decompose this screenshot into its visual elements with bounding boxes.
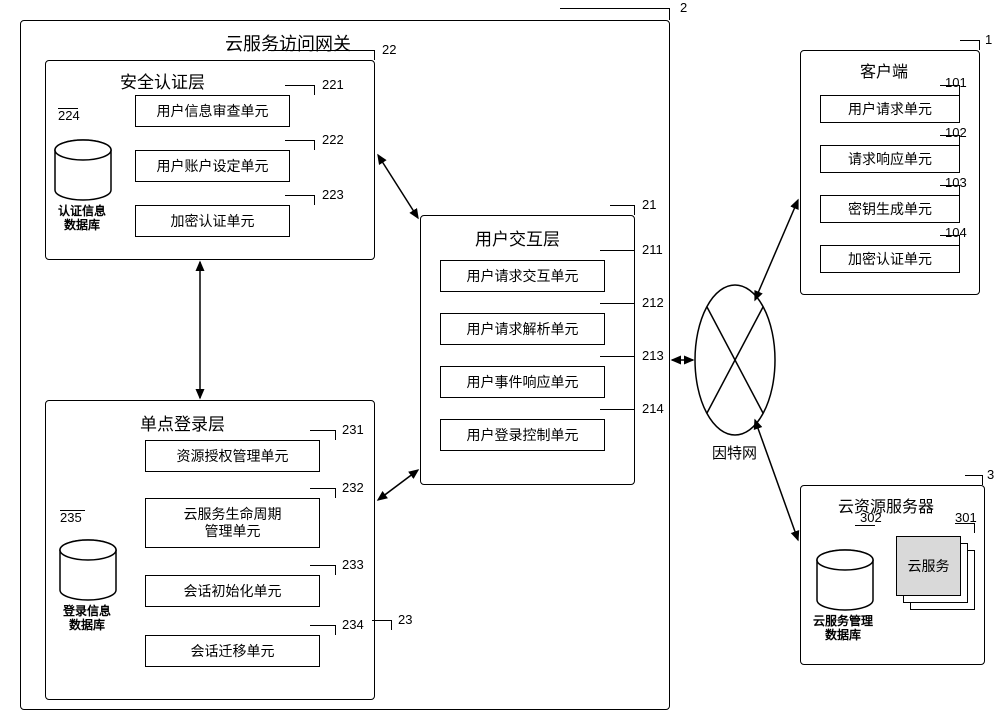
sso-layer-title: 单点登录层 — [140, 410, 225, 435]
num-232: 232 — [342, 480, 364, 495]
num-22: 22 — [382, 42, 396, 57]
unit-223-label: 加密认证单元 — [171, 213, 255, 230]
unit-222: 用户账户设定单元 — [135, 150, 290, 182]
num-23: 23 — [398, 612, 412, 627]
num-301: 301 — [955, 510, 977, 525]
db-302-l2: 数据库 — [825, 628, 861, 642]
db-302-label: 云服务管理 数据库 — [813, 615, 873, 643]
leader-221 — [285, 85, 315, 95]
db-224-l2: 数据库 — [64, 218, 100, 232]
num-214: 214 — [642, 401, 664, 416]
unit-103: 密钥生成单元 — [820, 195, 960, 223]
interaction-layer-title: 用户交互层 — [475, 225, 560, 250]
leader-21 — [610, 205, 635, 215]
unit-212-label: 用户请求解析单元 — [467, 321, 579, 338]
num-101: 101 — [945, 75, 967, 90]
unit-232: 云服务生命周期 管理单元 — [145, 498, 320, 548]
leader-2 — [560, 8, 670, 20]
db-224-label: 认证信息 数据库 — [58, 205, 106, 233]
leader-213 — [600, 356, 635, 366]
num-2: 2 — [680, 0, 687, 15]
num-21: 21 — [642, 197, 656, 212]
unit-214-label: 用户登录控制单元 — [467, 427, 579, 444]
num-1: 1 — [985, 32, 992, 47]
leader-3 — [965, 475, 983, 485]
unit-103-label: 密钥生成单元 — [848, 201, 932, 218]
unit-234: 会话迁移单元 — [145, 635, 320, 667]
unit-211: 用户请求交互单元 — [440, 260, 605, 292]
num-234: 234 — [342, 617, 364, 632]
num-233: 233 — [342, 557, 364, 572]
unit-211-label: 用户请求交互单元 — [467, 268, 579, 285]
leader-302 — [855, 525, 875, 526]
unit-213-label: 用户事件响应单元 — [467, 374, 579, 391]
leader-23 — [372, 620, 392, 630]
num-223: 223 — [322, 187, 344, 202]
leader-211 — [600, 250, 635, 260]
num-211: 211 — [642, 242, 663, 257]
num-302: 302 — [860, 510, 882, 525]
leader-232 — [310, 488, 336, 498]
unit-232-l1: 云服务生命周期 — [184, 506, 282, 522]
num-235: 235 — [60, 510, 82, 525]
db-235-l2: 数据库 — [69, 618, 105, 632]
server-title: 云资源服务器 — [838, 493, 934, 517]
leader-212 — [600, 303, 635, 313]
leader-234 — [310, 625, 336, 635]
db-235-label: 登录信息 数据库 — [63, 605, 111, 633]
leader-22 — [268, 50, 375, 60]
num-222: 222 — [322, 132, 344, 147]
unit-104-label: 加密认证单元 — [848, 251, 932, 268]
num-213: 213 — [642, 348, 664, 363]
service-stack-1: 云服务 — [896, 536, 961, 596]
num-103: 103 — [945, 175, 967, 190]
unit-232-l2: 管理单元 — [205, 523, 261, 539]
unit-102-label: 请求响应单元 — [848, 151, 932, 168]
num-102: 102 — [945, 125, 967, 140]
unit-101-label: 用户请求单元 — [848, 101, 932, 118]
leader-223 — [285, 195, 315, 205]
db-302-l1: 云服务管理 — [813, 614, 873, 628]
unit-234-label: 会话迁移单元 — [191, 643, 275, 660]
num-104: 104 — [945, 225, 967, 240]
client-title: 客户端 — [860, 58, 908, 82]
unit-102: 请求响应单元 — [820, 145, 960, 173]
unit-101: 用户请求单元 — [820, 95, 960, 123]
db-235-l1: 登录信息 — [63, 604, 111, 618]
num-231: 231 — [342, 422, 364, 437]
num-224: 224 — [58, 108, 80, 123]
security-layer-title: 安全认证层 — [120, 68, 205, 93]
leader-214 — [600, 409, 635, 419]
unit-231: 资源授权管理单元 — [145, 440, 320, 472]
unit-233-label: 会话初始化单元 — [184, 583, 282, 600]
service-label: 云服务 — [908, 558, 950, 575]
leader-233 — [310, 565, 336, 575]
leader-1 — [960, 40, 980, 50]
internet-label: 因特网 — [712, 442, 757, 463]
leader-231 — [310, 430, 336, 440]
num-3: 3 — [987, 467, 994, 482]
unit-233: 会话初始化单元 — [145, 575, 320, 607]
unit-213: 用户事件响应单元 — [440, 366, 605, 398]
unit-214: 用户登录控制单元 — [440, 419, 605, 451]
unit-104: 加密认证单元 — [820, 245, 960, 273]
unit-222-label: 用户账户设定单元 — [157, 158, 269, 175]
db-224-l1: 认证信息 — [58, 204, 106, 218]
num-212: 212 — [642, 295, 664, 310]
unit-212: 用户请求解析单元 — [440, 313, 605, 345]
unit-223: 加密认证单元 — [135, 205, 290, 237]
num-221: 221 — [322, 77, 344, 92]
unit-221: 用户信息审查单元 — [135, 95, 290, 127]
unit-221-label: 用户信息审查单元 — [157, 103, 269, 120]
leader-222 — [285, 140, 315, 150]
unit-231-label: 资源授权管理单元 — [177, 448, 289, 465]
